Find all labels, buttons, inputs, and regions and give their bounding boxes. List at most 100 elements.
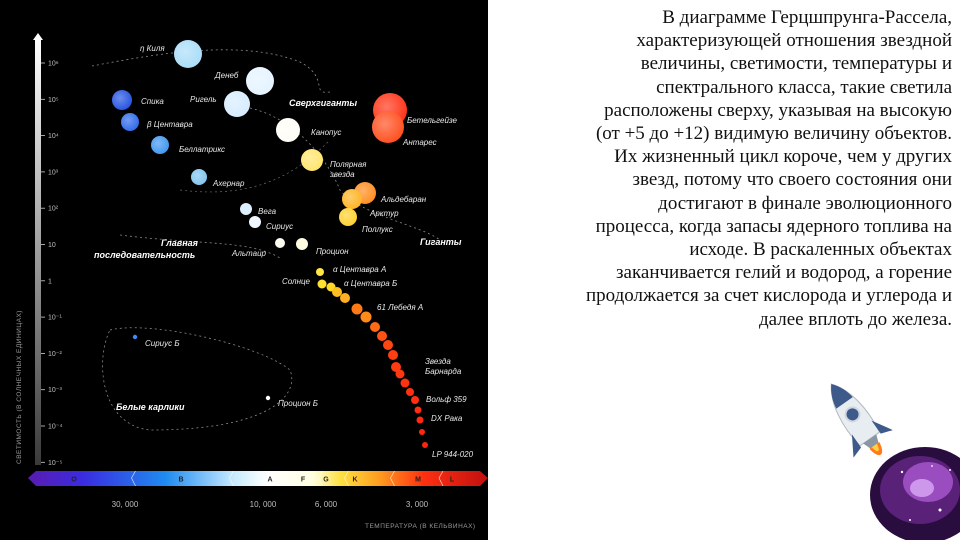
star-label: Ахернар [212,179,245,188]
star-glow [276,118,300,142]
text-line: исходе. В раскаленных объектах [689,239,952,261]
star-marker [275,238,285,248]
main-sequence-star [419,429,425,435]
main-sequence-star [370,322,380,332]
white-dwarfs-label: Белые карлики [116,402,185,412]
star-marker [249,216,261,228]
star-marker [411,396,419,404]
star-glow [246,67,274,95]
stars: η Киля Денеб Ригель Спика β Центавра Беллатри… [112,40,474,459]
y-tick-label: 10⁻⁴ [48,424,63,431]
star-label: 61 Лебедя А [377,303,423,312]
text-line: Их жизненный цикл короче, чем у других [614,146,952,168]
main-sequence-star [406,388,414,396]
text-line: звезд, потому что своего состояния они [632,169,952,191]
star-label: Процион Б [278,399,318,408]
y-tick-label: 10² [48,206,59,213]
star-label: Канопус [311,128,341,137]
spectral-separator [229,470,234,487]
text-line: продолжается за счет кислорода и углерод… [585,285,952,307]
star-glow [301,149,323,171]
star-glow [121,113,139,131]
spectral-class-label: L [450,477,455,484]
star-label: Барнарда [425,367,462,376]
star-glow [342,189,362,209]
star-marker [332,287,342,297]
spectral-separator [131,470,136,487]
star-marker [416,416,424,424]
main-sequence-star [388,350,398,360]
star-label: Альтаир [231,249,267,258]
y-tick-labels: 10⁶ 10⁵ 10⁴ 10³ 10² 10 1 10⁻¹ 10⁻² 10⁻³ 10⁻⁴ 10⁻⁵ [48,61,63,467]
main-sequence-star [383,340,393,350]
spectral-separator [390,470,395,487]
star-marker [132,334,138,340]
giants-label: Гиганты [420,237,462,247]
star-label: Бетельгейзе [407,116,458,125]
star-marker [391,362,401,372]
hr-diagram-svg: 10⁶ 10⁵ 10⁴ 10³ 10² 10 1 10⁻¹ 10⁻² 10⁻³ 10⁻⁴ 10⁻⁵ С… [16,33,488,530]
y-tick-label: 1 [48,278,52,285]
text-line: расположены сверху, указывая на высокую [604,99,952,121]
temperature-tick-label: 3, 000 [406,500,429,509]
star-label: Ригель [190,95,217,104]
text-line: достигают в финале эволюционного [658,192,952,214]
spectral-class-label: B [178,477,183,484]
y-axis-title: СВЕТИМОСТЬ (В СОЛНЕЧНЫХ ЕДИНИЦАХ) [16,310,23,464]
main-sequence-star [360,311,372,323]
spectral-class-label: K [352,477,357,484]
star-label: Вольф 359 [426,395,467,404]
star-label: Сириус [266,222,293,231]
star-label: DX Рака [431,414,463,423]
spectral-class-label: A [267,477,272,484]
text-line: спектрального класса, такие светила [656,76,952,98]
spectral-separator [318,470,323,487]
spectral-class-label: G [323,477,329,484]
star-marker [422,442,428,448]
star-label: Солнце [282,277,311,286]
giants-outline [249,107,441,241]
star-glow [372,111,404,143]
main-sequence-star [395,369,405,379]
description-text: В диаграмме Герцшпрунга-Рассела, характер… [488,6,952,331]
main-sequence-label-2: последовательность [94,250,195,260]
star-marker [316,268,324,276]
temperature-tick-label: 10, 000 [250,500,277,509]
text-line: величины, светимости, температуры и [640,53,952,75]
star-label: Вега [258,207,277,216]
y-tick-label: 10⁴ [48,133,59,140]
spectral-separator [344,470,349,487]
supergiants-outline [91,49,331,93]
main-sequence-star [340,293,350,303]
star-label: звезда [329,170,355,179]
spectral-separators [131,470,444,487]
star-label: α Центавра А [333,265,386,274]
y-tick-label: 10⁻¹ [48,315,62,322]
star-marker [351,303,363,315]
star-label: Звезда [425,357,451,366]
star-label: Полярная [330,160,367,169]
rocket-decoration [810,370,960,543]
spectral-class-label: F [301,477,306,484]
text-line: далее вплоть до железа. [758,308,952,330]
star-glow [151,136,169,154]
text-line: заканчивается гелий и водород, а горение [616,262,952,284]
star-label: Альдебаран [380,195,427,204]
white-dwarfs-outline [102,327,293,431]
star-label: Беллатрикс [179,145,225,154]
spectral-class-label: M [415,477,421,484]
spectral-separator [290,470,295,487]
star-marker [265,395,271,401]
spectral-class-label: O [71,477,77,484]
star-label: Арктур [369,209,399,218]
main-sequence-star [377,331,387,341]
y-tick-label: 10⁻⁵ [48,460,62,467]
upper-sequence-outline [179,139,331,193]
text-line: В диаграмме Герцшпрунга-Рассела, [662,7,952,28]
main-sequence-star [414,406,422,414]
star-glow [339,208,357,226]
star-label: Поллукс [362,225,393,234]
main-sequence-star [400,378,410,388]
spectral-separator [438,470,444,487]
